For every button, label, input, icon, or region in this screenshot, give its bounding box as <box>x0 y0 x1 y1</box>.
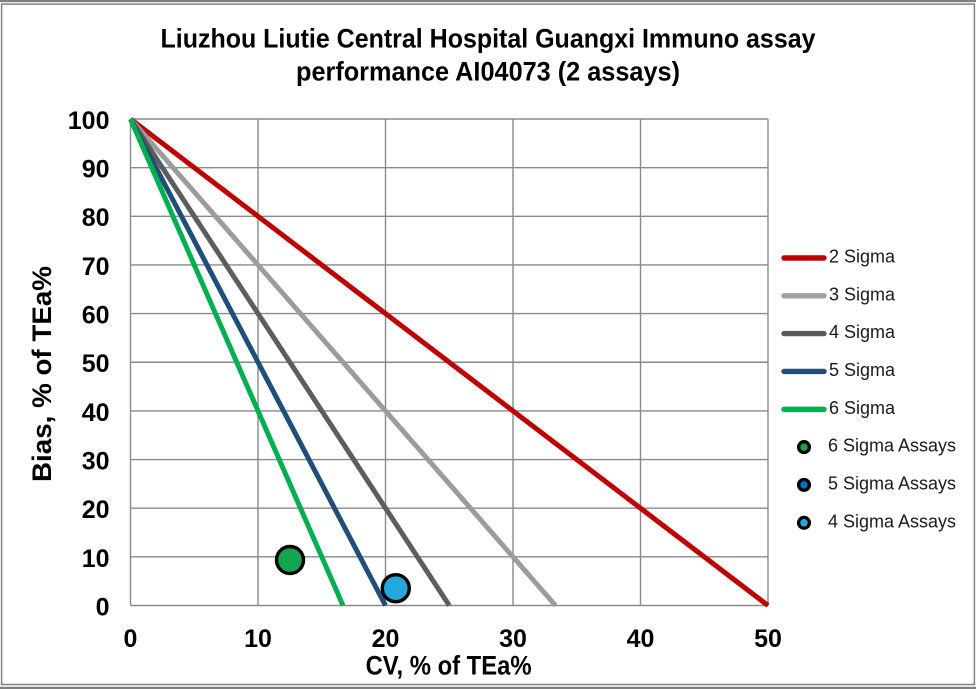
svg-text:40: 40 <box>627 625 655 653</box>
svg-text:CV, % of TEa%: CV, % of TEa% <box>366 651 532 681</box>
svg-text:50: 50 <box>82 350 110 378</box>
svg-text:3 Sigma: 3 Sigma <box>829 284 896 304</box>
svg-text:20: 20 <box>82 496 110 524</box>
svg-text:70: 70 <box>82 253 110 281</box>
svg-text:Bias, % of TEa%: Bias, % of TEa% <box>27 266 57 482</box>
svg-text:90: 90 <box>82 156 110 184</box>
svg-text:20: 20 <box>372 625 400 653</box>
svg-text:4 Sigma: 4 Sigma <box>829 322 896 342</box>
svg-text:100: 100 <box>68 107 110 135</box>
svg-text:Liuzhou Liutie Central Hospita: Liuzhou Liutie Central Hospital Guangxi … <box>161 24 816 54</box>
svg-text:0: 0 <box>96 593 110 621</box>
svg-text:10: 10 <box>244 625 272 653</box>
svg-text:5 Sigma Assays: 5 Sigma Assays <box>828 474 956 494</box>
svg-text:performance AI04073 (2 assays): performance AI04073 (2 assays) <box>296 57 680 87</box>
svg-text:80: 80 <box>82 204 110 232</box>
svg-text:2 Sigma: 2 Sigma <box>829 247 896 267</box>
svg-text:50: 50 <box>754 625 782 653</box>
svg-text:6 Sigma: 6 Sigma <box>829 398 896 418</box>
svg-text:30: 30 <box>82 447 110 475</box>
svg-text:40: 40 <box>82 399 110 427</box>
svg-text:5 Sigma: 5 Sigma <box>829 360 896 380</box>
svg-text:60: 60 <box>82 302 110 330</box>
svg-text:10: 10 <box>82 545 110 573</box>
svg-text:0: 0 <box>124 625 138 653</box>
svg-text:6 Sigma Assays: 6 Sigma Assays <box>828 436 956 456</box>
svg-text:30: 30 <box>499 625 527 653</box>
svg-text:4 Sigma Assays: 4 Sigma Assays <box>828 511 956 531</box>
